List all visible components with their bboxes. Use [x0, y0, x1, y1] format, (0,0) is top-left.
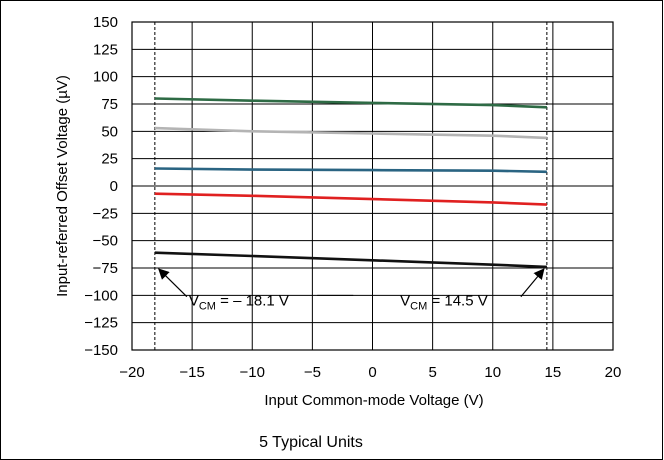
x-tick-label: 10: [484, 364, 501, 381]
series-line-4: [154, 192, 547, 206]
y-tick-label: 75: [101, 96, 118, 113]
caption: 5 Typical Units: [259, 434, 363, 451]
plot-border: [131, 21, 614, 351]
y-tick-label: 150: [93, 14, 118, 31]
vcm-min-arrow: [158, 268, 188, 298]
y-tick-label: −75: [93, 260, 118, 277]
vcm-min-annotation: VCM = – 18.1 V: [189, 293, 289, 313]
y-tick-label: 25: [101, 151, 118, 168]
annotations: VCM = – 18.1 V VCM = 14.5 V: [158, 268, 545, 313]
y-tick-label: −150: [84, 342, 118, 359]
y-tick-label: −125: [84, 315, 118, 332]
vcm-max-annotation: VCM = 14.5 V: [400, 293, 488, 313]
x-tick-label: −20: [119, 364, 144, 381]
y-axis-label: Input-referred Offset Voltage (µV): [54, 75, 71, 297]
y-tick-labels: −150 −125 −100 −75 −50 −25 0 25 50 75 100 125 150: [84, 14, 118, 359]
x-tick-label: −10: [240, 364, 265, 381]
x-tick-label: 15: [545, 364, 562, 381]
series-line-2: [154, 126, 547, 140]
y-tick-label: 50: [101, 123, 118, 140]
x-tick-label: 20: [605, 364, 622, 381]
y-tick-label: −100: [84, 287, 118, 304]
y-tick-label: −50: [93, 233, 118, 250]
y-tick-label: 0: [110, 178, 118, 195]
y-tick-label: −25: [93, 205, 118, 222]
series-line-3: [154, 167, 547, 174]
series-line-5: [154, 251, 547, 269]
x-tick-label: −15: [179, 364, 204, 381]
y-tick-label: 100: [93, 69, 118, 86]
x-axis-label: Input Common-mode Voltage (V): [264, 392, 483, 409]
vcm-max-arrow: [520, 268, 545, 298]
x-tick-label: −5: [304, 364, 321, 381]
x-tick-label: 5: [428, 364, 436, 381]
x-tick-label: 0: [368, 364, 376, 381]
y-tick-label: 125: [93, 41, 118, 58]
x-tick-labels: −20 −15 −10 −5 0 5 10 15 20: [119, 364, 621, 381]
series-line-1: [154, 97, 547, 109]
series-group: [154, 97, 547, 269]
